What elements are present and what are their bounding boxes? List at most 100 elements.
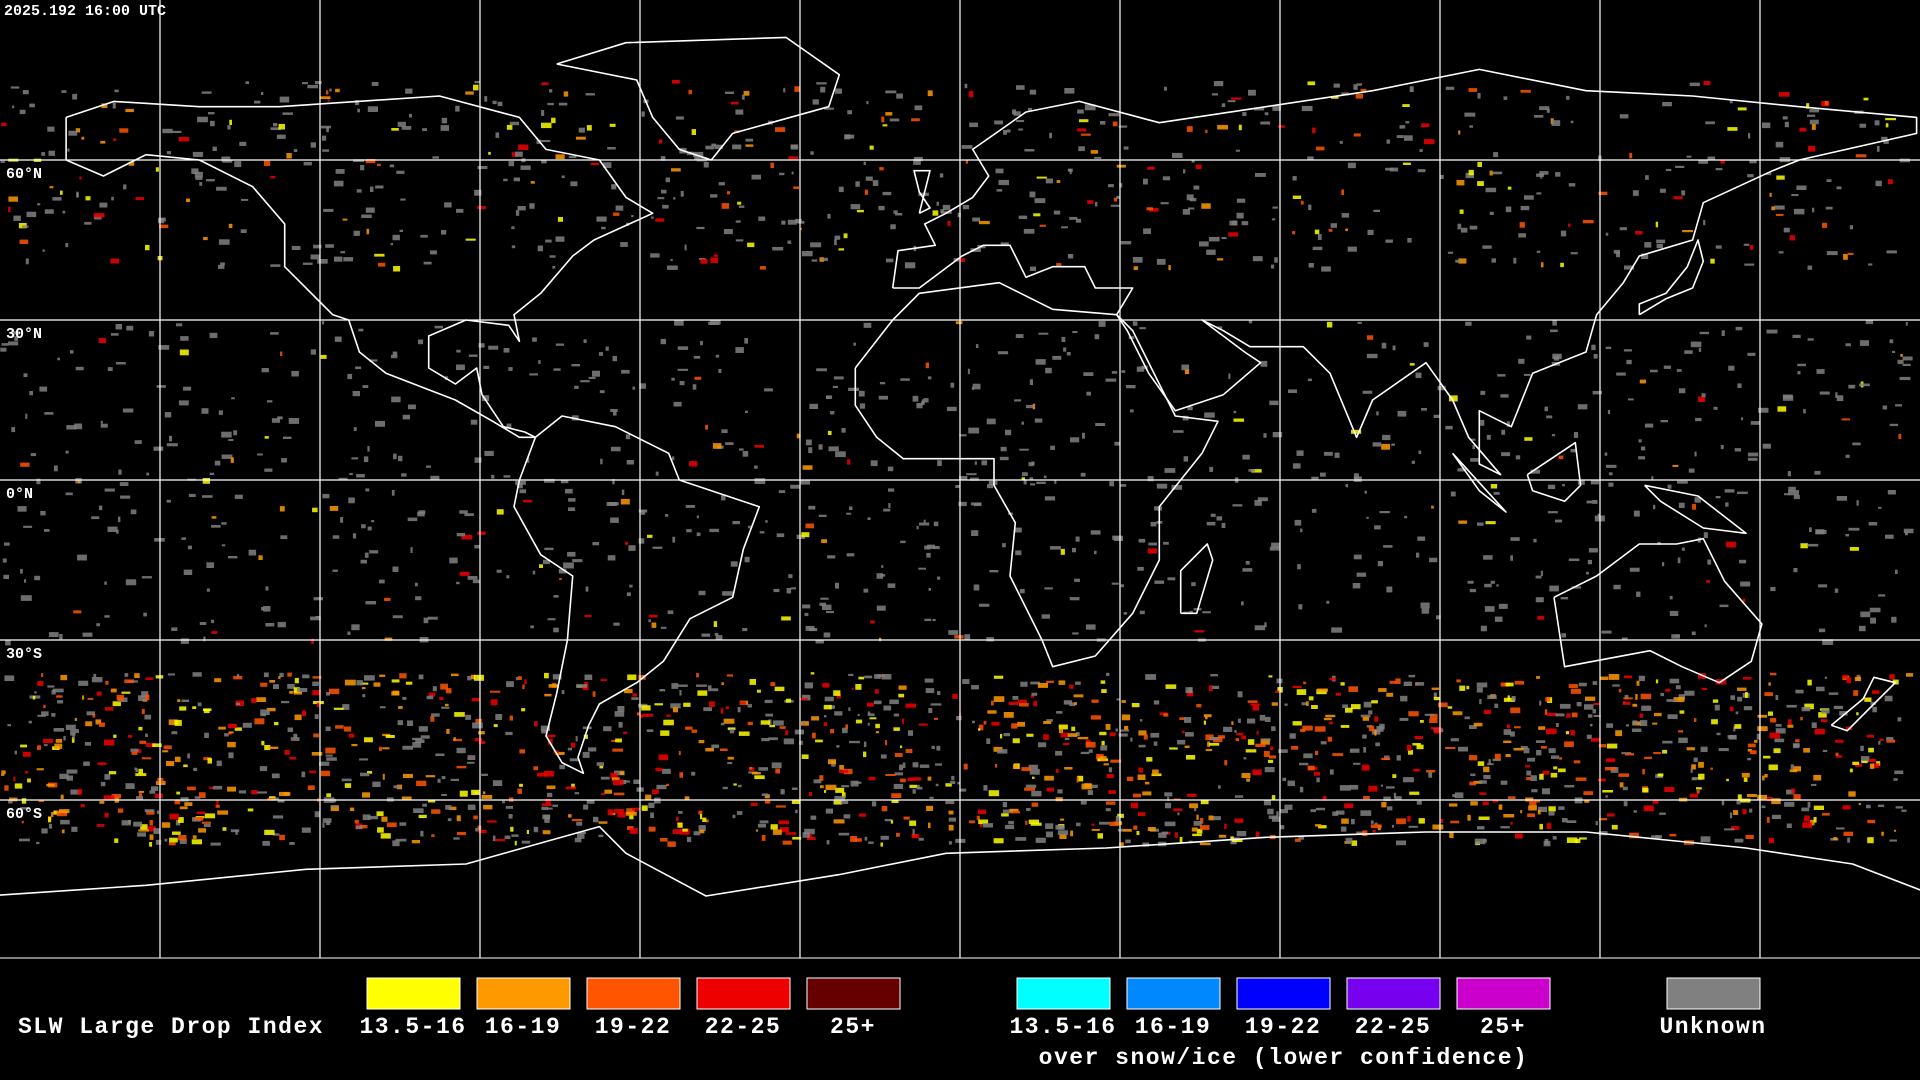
cloud-speck bbox=[1848, 384, 1856, 389]
cloud-speck bbox=[1845, 454, 1850, 458]
cloud-speck bbox=[484, 96, 488, 102]
cloud-speck bbox=[269, 680, 276, 683]
cloud-speck bbox=[84, 742, 91, 746]
cloud-speck bbox=[904, 262, 916, 269]
cloud-speck bbox=[397, 720, 403, 726]
cloud-speck bbox=[558, 102, 568, 106]
cloud-speck bbox=[450, 778, 459, 781]
cloud-speck bbox=[126, 325, 134, 331]
cloud-speck bbox=[626, 808, 635, 815]
cloud-speck bbox=[586, 125, 592, 131]
cloud-speck bbox=[370, 186, 374, 192]
cloud-speck bbox=[737, 707, 741, 713]
cloud-speck bbox=[1094, 550, 1097, 555]
cloud-speck bbox=[660, 838, 668, 842]
cloud-speck bbox=[661, 768, 671, 774]
cloud-speck bbox=[87, 697, 94, 700]
cloud-speck bbox=[546, 807, 553, 810]
cloud-speck bbox=[101, 103, 108, 109]
cloud-speck bbox=[1331, 627, 1343, 633]
cloud-speck bbox=[431, 834, 435, 837]
cloud-speck bbox=[1356, 572, 1367, 577]
cloud-speck bbox=[30, 453, 37, 457]
cloud-speck bbox=[43, 744, 48, 747]
cloud-speck bbox=[502, 800, 505, 804]
cloud-speck bbox=[1483, 709, 1492, 715]
cloud-speck bbox=[1742, 598, 1746, 602]
cloud-speck bbox=[1558, 455, 1564, 460]
cloud-speck bbox=[1161, 831, 1169, 835]
cloud-speck bbox=[1735, 326, 1743, 331]
cloud-speck bbox=[1641, 253, 1649, 259]
cloud-speck bbox=[1859, 123, 1867, 128]
cloud-speck bbox=[764, 794, 770, 799]
cloud-speck bbox=[723, 229, 733, 235]
cloud-speck bbox=[199, 622, 207, 625]
cloud-speck bbox=[5, 639, 11, 646]
cloud-speck bbox=[737, 784, 742, 788]
cloud-speck bbox=[1477, 92, 1481, 99]
cloud-speck bbox=[1854, 676, 1862, 682]
cloud-field bbox=[0, 80, 1914, 847]
cloud-speck bbox=[1897, 359, 1904, 365]
cloud-speck bbox=[1632, 720, 1638, 726]
cloud-speck bbox=[758, 216, 766, 221]
cloud-speck bbox=[36, 841, 40, 845]
cloud-speck bbox=[1308, 696, 1314, 701]
cloud-speck bbox=[1898, 433, 1902, 439]
cloud-speck bbox=[1327, 736, 1332, 742]
cloud-speck bbox=[1060, 548, 1065, 555]
cloud-speck bbox=[477, 166, 488, 170]
cloud-speck bbox=[343, 257, 354, 262]
cloud-speck bbox=[124, 673, 129, 677]
cloud-speck bbox=[935, 783, 939, 787]
cloud-speck bbox=[347, 373, 353, 380]
cloud-speck bbox=[1523, 373, 1531, 376]
cloud-speck bbox=[771, 762, 782, 769]
cloud-speck bbox=[1015, 550, 1022, 556]
cloud-speck bbox=[449, 557, 458, 564]
cloud-speck bbox=[993, 838, 1004, 844]
cloud-speck bbox=[338, 477, 348, 481]
cloud-speck bbox=[1199, 241, 1209, 247]
cloud-speck bbox=[1452, 711, 1463, 716]
cloud-speck bbox=[1367, 229, 1374, 235]
cloud-speck bbox=[114, 89, 119, 93]
cloud-speck bbox=[1052, 355, 1062, 360]
cloud-speck bbox=[508, 367, 513, 371]
cloud-speck bbox=[1105, 808, 1111, 812]
cloud-speck bbox=[1737, 383, 1742, 388]
cloud-speck bbox=[1536, 676, 1540, 679]
cloud-speck bbox=[1332, 753, 1344, 757]
cloud-speck bbox=[1665, 688, 1671, 692]
cloud-speck bbox=[684, 244, 687, 251]
cloud-speck bbox=[674, 320, 684, 326]
cloud-speck bbox=[1080, 133, 1091, 136]
cloud-speck bbox=[1418, 450, 1422, 454]
cloud-speck bbox=[1370, 824, 1382, 829]
cloud-speck bbox=[881, 565, 884, 568]
cloud-speck bbox=[1701, 687, 1708, 691]
cloud-speck bbox=[1663, 365, 1671, 369]
cloud-speck bbox=[474, 737, 482, 742]
cloud-speck bbox=[571, 819, 583, 822]
cloud-speck bbox=[675, 116, 684, 120]
cloud-speck bbox=[720, 722, 725, 726]
cloud-speck bbox=[1099, 756, 1107, 762]
cloud-speck bbox=[1469, 225, 1478, 230]
cloud-speck bbox=[1757, 714, 1768, 718]
cloud-speck bbox=[83, 761, 90, 766]
cloud-speck bbox=[56, 695, 63, 698]
cloud-speck bbox=[686, 836, 692, 843]
cloud-speck bbox=[545, 734, 556, 738]
cloud-speck bbox=[899, 764, 904, 771]
cloud-speck bbox=[730, 561, 738, 567]
cloud-speck bbox=[805, 439, 812, 446]
cloud-speck bbox=[841, 785, 849, 788]
cloud-speck bbox=[1616, 372, 1626, 376]
cloud-speck bbox=[567, 747, 572, 751]
cloud-speck bbox=[1456, 180, 1465, 186]
cloud-speck bbox=[1301, 105, 1313, 112]
cloud-speck bbox=[1597, 513, 1601, 519]
cloud-speck bbox=[1497, 374, 1506, 377]
